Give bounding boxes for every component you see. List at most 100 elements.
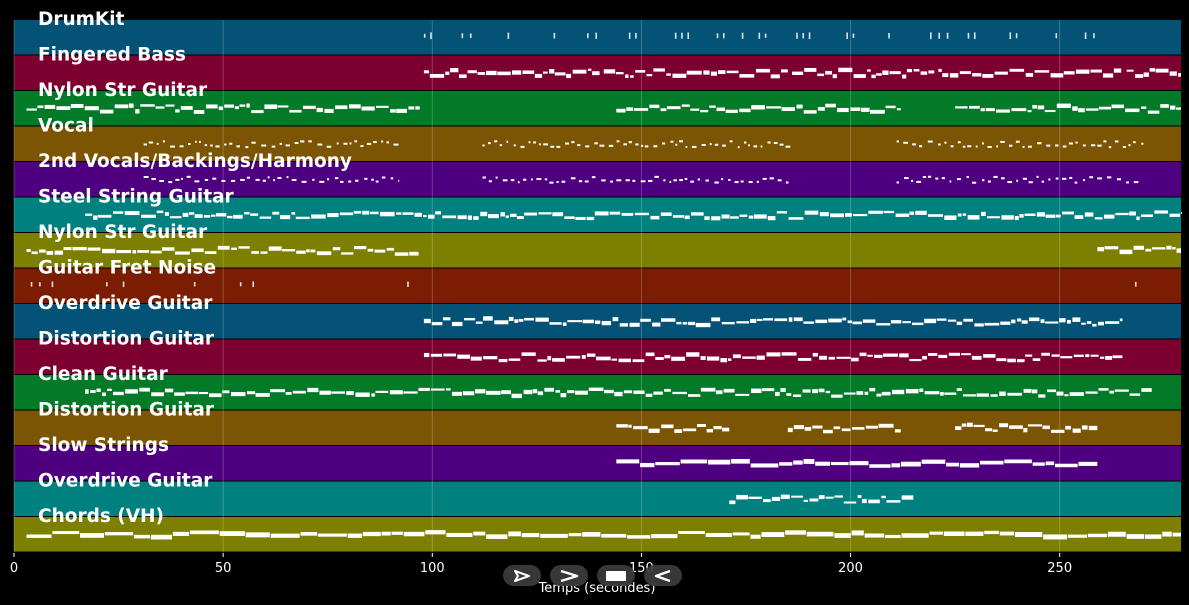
note-mark (834, 495, 843, 498)
note-mark (614, 391, 623, 397)
note-mark (1016, 179, 1019, 182)
note-mark (567, 320, 583, 323)
note-mark (1112, 355, 1123, 359)
note-mark (538, 212, 552, 215)
note-mark (340, 180, 344, 183)
note-mark (371, 178, 374, 181)
note-mark (671, 356, 686, 361)
note-mark (141, 214, 156, 218)
note-mark (911, 179, 914, 182)
note-mark (803, 110, 817, 114)
note-mark (751, 105, 765, 110)
note-mark (974, 323, 984, 327)
note-mark (663, 179, 666, 182)
note-mark (662, 142, 666, 145)
note-mark (150, 534, 173, 540)
note-mark (1050, 73, 1064, 78)
note-mark (217, 245, 230, 250)
note-mark (966, 176, 969, 179)
track-lane (14, 410, 1181, 445)
note-mark (592, 71, 600, 76)
note-mark (1045, 214, 1056, 218)
play-button[interactable] (503, 565, 541, 586)
note-mark (1116, 178, 1122, 181)
note-mark (442, 215, 457, 219)
note-mark (767, 216, 776, 221)
note-mark (780, 494, 790, 499)
note-mark (804, 210, 819, 215)
note-mark (672, 391, 688, 395)
note-mark (1166, 245, 1172, 250)
note-mark (1041, 352, 1050, 356)
note-mark (1078, 108, 1085, 113)
note-mark (962, 145, 966, 148)
note-mark (155, 106, 165, 109)
note-mark (792, 394, 802, 397)
note-mark (300, 532, 318, 536)
note-mark (251, 110, 264, 114)
note-mark (896, 140, 900, 143)
note-mark (1036, 212, 1045, 217)
note-mark (869, 387, 876, 392)
note-mark (819, 355, 828, 360)
note-mark (285, 392, 292, 395)
note-mark (1011, 108, 1027, 112)
note-mark (396, 108, 407, 114)
note-mark (690, 108, 700, 111)
stop-button[interactable] (597, 565, 635, 586)
note-mark (717, 70, 726, 75)
note-mark (803, 499, 808, 502)
note-mark (679, 179, 683, 182)
note-mark (534, 73, 543, 78)
note-mark (407, 281, 409, 287)
note-mark (425, 530, 446, 535)
note-mark (349, 104, 361, 109)
note-mark (672, 73, 687, 78)
note-mark (355, 179, 359, 182)
note-mark (162, 140, 166, 143)
note-mark (1075, 69, 1090, 74)
note-mark (653, 391, 663, 395)
note-mark (1085, 108, 1099, 111)
note-mark (777, 179, 782, 182)
note-mark (517, 216, 524, 220)
note-mark (367, 248, 374, 252)
note-mark (1051, 354, 1060, 357)
note-mark (764, 33, 767, 38)
note-mark (618, 358, 631, 363)
note-mark (451, 391, 462, 396)
note-mark (30, 281, 33, 287)
note-mark (641, 144, 644, 147)
note-mark (1046, 144, 1051, 147)
note-mark (710, 71, 718, 76)
forward-icon (560, 569, 579, 582)
note-mark (716, 107, 726, 112)
forward-button[interactable] (550, 565, 588, 586)
note-mark (796, 32, 798, 39)
note-mark (533, 141, 537, 144)
note-mark (1084, 212, 1094, 217)
note-mark (594, 320, 601, 324)
note-mark (169, 216, 182, 219)
note-mark (715, 390, 723, 395)
note-mark (874, 354, 883, 359)
note-mark (250, 213, 259, 216)
track-notes (26, 103, 1181, 114)
track-label: Overdrive Guitar (38, 471, 213, 492)
note-mark (975, 145, 978, 148)
note-mark (876, 323, 891, 326)
note-mark (705, 179, 709, 182)
note-mark (296, 250, 306, 254)
note-mark (1109, 390, 1115, 394)
note-mark (84, 106, 99, 111)
note-mark (653, 145, 658, 148)
reverse-button[interactable] (644, 565, 682, 586)
note-mark (198, 140, 201, 143)
note-mark (575, 216, 586, 220)
note-mark (189, 530, 219, 535)
note-mark (264, 104, 278, 109)
note-mark (686, 70, 702, 75)
note-mark (994, 71, 1008, 75)
note-mark (856, 391, 864, 395)
note-mark (467, 215, 472, 220)
